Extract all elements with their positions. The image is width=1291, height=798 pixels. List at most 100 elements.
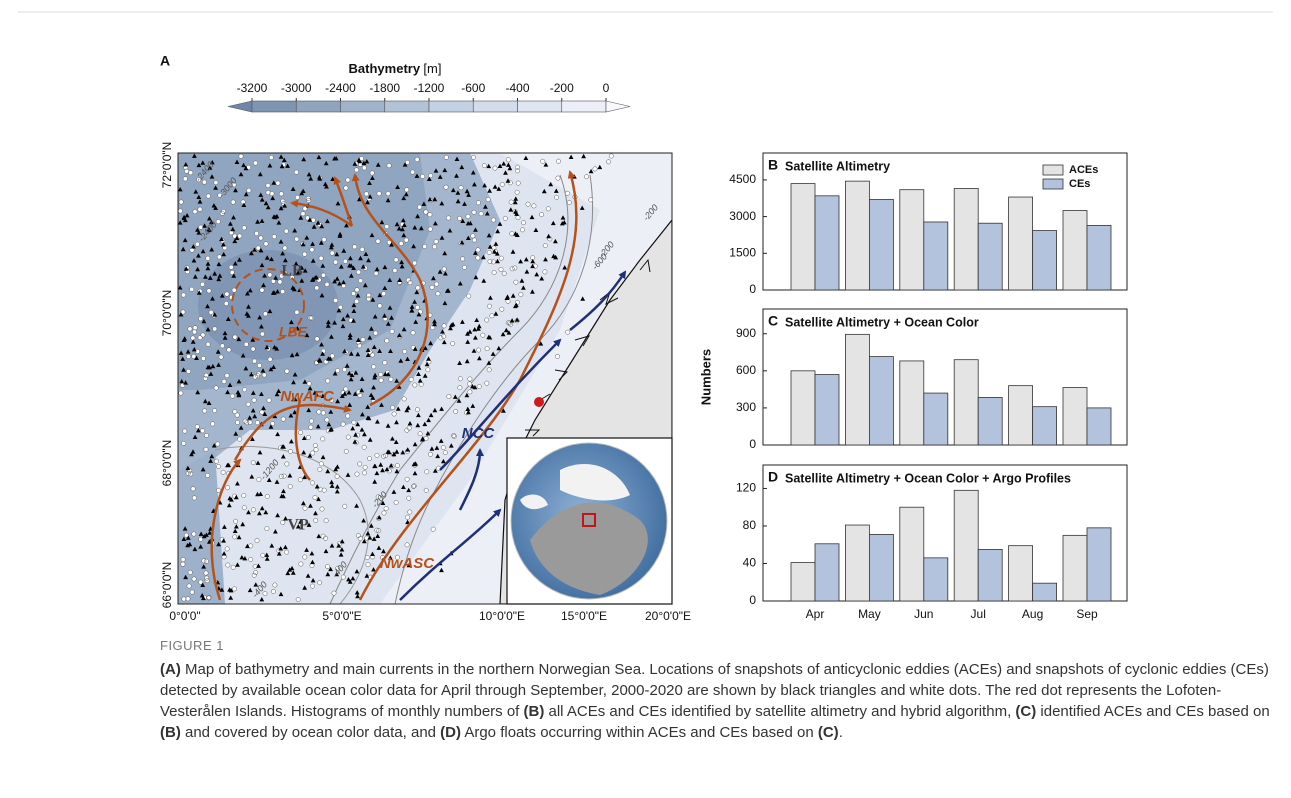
- colorbar-segment: [428, 100, 474, 113]
- lat-label: 66°0'0"N: [160, 562, 174, 609]
- y-tick-label: 1500: [729, 245, 756, 259]
- bar: [953, 359, 979, 446]
- contour: [329, 174, 569, 604]
- y-tick-label: 300: [736, 400, 756, 414]
- bar: [845, 524, 870, 602]
- caption-segment: (C): [817, 724, 839, 741]
- colorbar-tick-label: -400: [505, 81, 529, 95]
- chart-title: Satellite Altimetry: [785, 159, 890, 173]
- feature-label: NwAFC: [280, 388, 334, 405]
- y-tick-label: 600: [736, 363, 756, 377]
- atlantic-currents: [210, 170, 578, 601]
- y-axis-label: Numbers: [698, 349, 713, 405]
- bar: [1086, 407, 1112, 446]
- caption-segment: Argo floats occurring within ACEs and CE…: [461, 724, 818, 741]
- bar: [923, 392, 949, 446]
- bar: [814, 543, 840, 602]
- bar: [790, 183, 816, 291]
- bar: [899, 506, 925, 602]
- colorbar-tick-label: -2400: [325, 81, 356, 95]
- y-tick-label: 0: [749, 593, 756, 607]
- bar: [953, 188, 979, 291]
- contour: [394, 174, 593, 604]
- globe-land: [530, 502, 648, 595]
- colorbar-segment: [472, 100, 518, 113]
- ce-dots: [178, 153, 614, 603]
- legend-label: ACEs: [1069, 164, 1098, 176]
- panel-label: A: [160, 53, 170, 69]
- x-tick-label: Sep: [1076, 607, 1098, 621]
- bar: [1008, 196, 1033, 291]
- bar: [814, 374, 840, 446]
- coastal-current: [399, 270, 627, 601]
- x-tick-label: Aug: [1022, 607, 1043, 621]
- legend-label: CEs: [1069, 178, 1090, 190]
- caption-segment: all ACEs and CEs identified by satellite…: [544, 703, 1016, 720]
- feature-label: LBE: [279, 324, 308, 340]
- y-tick-label: 900: [736, 326, 756, 340]
- bar: [845, 180, 870, 291]
- bar: [790, 562, 816, 602]
- bar: [1086, 225, 1112, 291]
- lofoten-dot: [534, 397, 544, 407]
- lat-label: 70°0'0"N: [160, 290, 174, 337]
- colorbar: -3200 -3000 -2400 -1800 -1200 -600 -400 -200 0: [227, 81, 631, 113]
- coast-detail: [525, 258, 651, 437]
- caption-segment: (A): [160, 661, 181, 678]
- caption-segment: (D): [440, 724, 461, 741]
- bar: [869, 356, 894, 446]
- colorbar-tick-label: -3200: [237, 81, 268, 95]
- caption-segment: Map of bathymetry and main currents in t…: [160, 661, 1269, 720]
- legend-swatch: [1042, 178, 1064, 190]
- globe-edge: [510, 442, 668, 600]
- bar: [1062, 210, 1088, 291]
- x-tick-label: Jun: [914, 607, 933, 621]
- feature-label: NCC: [462, 425, 496, 442]
- lon-label: 15°0'0"E: [561, 609, 607, 623]
- y-tick-label: 40: [743, 556, 757, 570]
- lon-label: 5°0'0"E: [322, 609, 361, 623]
- caption-segment: (C): [1015, 703, 1037, 720]
- map-frame: [177, 152, 673, 605]
- basin-core: [198, 250, 338, 360]
- colorbar-tick-label: -1200: [414, 81, 445, 95]
- caption-segment: (B): [160, 724, 181, 741]
- colorbar-tick-label: 0: [603, 81, 610, 95]
- bar: [1008, 385, 1033, 446]
- colorbar-name: Bathymetry: [349, 61, 421, 76]
- bar: [1032, 582, 1057, 602]
- panel-label: C: [768, 313, 778, 329]
- bar: [899, 360, 925, 446]
- caption: FIGURE 1 (A) Map of bathymetry and main …: [160, 638, 1275, 743]
- bar: [1062, 534, 1088, 602]
- bar: [845, 333, 870, 446]
- inset: [506, 437, 673, 605]
- bar: [1032, 230, 1057, 291]
- bar: [1086, 527, 1112, 602]
- colorbar-unit: [m]: [423, 61, 441, 76]
- figure-label: FIGURE 1: [160, 638, 224, 653]
- bar: [814, 195, 840, 291]
- caption-segment: .: [838, 724, 843, 741]
- figure: A: [18, 11, 1273, 623]
- legend-swatch: [1042, 164, 1064, 176]
- x-tick-label: Apr: [806, 607, 825, 621]
- map: [178, 153, 672, 604]
- caption-segment: (B): [523, 703, 545, 720]
- bar: [1008, 545, 1033, 602]
- caption-segment: and covered by ocean color data, and: [180, 724, 441, 741]
- bar: [977, 222, 1003, 291]
- lon-label: 0°0'0": [169, 609, 200, 623]
- globe-ice: [520, 464, 630, 510]
- feature-label: LB: [281, 263, 303, 280]
- lon-label: 10°0'0"E: [479, 609, 525, 623]
- lbe-circle: [231, 268, 305, 342]
- lon-label: 20°0'0"E: [645, 609, 691, 623]
- bar: [953, 489, 979, 602]
- colorbar-tick-label: -1800: [369, 81, 400, 95]
- caption-segment: identified ACEs and CEs based on: [1036, 703, 1270, 720]
- bar: [977, 396, 1003, 446]
- y-tick-label: 4500: [729, 172, 756, 186]
- bar: [977, 549, 1003, 602]
